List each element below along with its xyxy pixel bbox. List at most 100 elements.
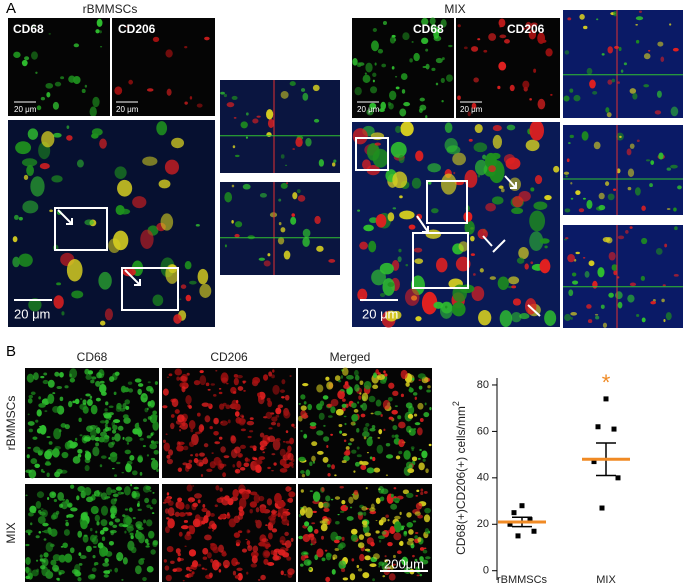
cell	[370, 86, 378, 94]
cell	[143, 519, 146, 524]
cell	[192, 485, 195, 487]
cell	[65, 519, 69, 522]
cell	[348, 442, 352, 446]
cell	[31, 569, 39, 577]
cell	[304, 554, 309, 557]
cell	[221, 463, 227, 467]
cell	[96, 372, 102, 379]
cell	[376, 444, 384, 454]
cell	[265, 524, 268, 527]
cell	[80, 512, 88, 520]
cell	[127, 381, 133, 385]
cell	[583, 25, 588, 30]
cell	[267, 253, 271, 257]
cell	[518, 247, 529, 260]
cell	[400, 369, 408, 380]
cell	[249, 508, 253, 514]
cell	[184, 533, 192, 541]
cell	[152, 441, 156, 444]
cell	[345, 506, 348, 508]
cell	[163, 442, 170, 452]
cell	[394, 515, 401, 520]
cell	[245, 112, 249, 116]
cell	[199, 452, 205, 457]
cell	[138, 393, 141, 395]
cell	[197, 268, 209, 285]
cell	[326, 403, 333, 408]
cell	[211, 452, 214, 454]
cell	[342, 367, 349, 376]
cell	[417, 402, 424, 410]
cell	[369, 217, 378, 224]
cell	[305, 469, 311, 477]
cell	[211, 523, 217, 530]
cell	[414, 511, 421, 516]
cell	[89, 106, 97, 117]
cell	[403, 101, 411, 107]
cell	[84, 450, 89, 453]
cell	[103, 574, 109, 578]
cell	[232, 145, 236, 149]
cell	[267, 118, 275, 128]
cell	[40, 96, 46, 101]
cell	[391, 563, 396, 566]
cell	[102, 562, 110, 567]
cell	[370, 412, 374, 415]
cell	[310, 543, 313, 546]
cell	[392, 171, 408, 189]
cell	[43, 552, 49, 558]
cell	[46, 435, 51, 439]
cell	[164, 498, 171, 504]
cell	[414, 422, 421, 426]
cell	[79, 434, 83, 437]
cell	[154, 440, 159, 445]
cell	[378, 485, 385, 494]
cell	[190, 428, 194, 433]
cell	[50, 528, 58, 537]
cell	[357, 288, 368, 302]
cell	[146, 407, 149, 411]
cell	[409, 386, 412, 389]
cell	[12, 256, 20, 268]
cell	[423, 490, 428, 494]
cell	[353, 470, 356, 473]
cell	[142, 445, 146, 448]
cell	[408, 529, 414, 535]
cell	[343, 455, 350, 462]
cell	[177, 414, 185, 423]
cell	[530, 187, 535, 192]
cell	[326, 445, 329, 448]
cell	[365, 62, 373, 73]
cell	[439, 302, 453, 319]
cell	[489, 276, 496, 280]
cell	[419, 448, 422, 451]
cell	[284, 531, 289, 537]
cell	[379, 292, 386, 297]
cell	[349, 573, 356, 581]
cell	[140, 229, 154, 249]
cell	[425, 63, 430, 70]
cell	[342, 398, 346, 402]
cell	[309, 422, 317, 427]
cell	[405, 263, 409, 267]
cell	[25, 575, 31, 580]
cell	[92, 555, 96, 559]
cell	[511, 285, 517, 289]
cell	[105, 550, 113, 557]
cell	[205, 382, 210, 387]
cell	[424, 507, 431, 514]
cell	[307, 533, 314, 538]
cell	[135, 521, 143, 529]
cell	[345, 446, 350, 450]
cell	[77, 485, 86, 492]
cell	[232, 488, 239, 498]
cell	[257, 392, 261, 397]
cell	[471, 286, 485, 302]
cell	[431, 67, 436, 71]
cell	[362, 524, 368, 528]
cell	[59, 503, 64, 508]
cell	[81, 88, 86, 94]
cell	[674, 226, 678, 231]
cell	[302, 92, 309, 101]
cell	[38, 403, 46, 408]
